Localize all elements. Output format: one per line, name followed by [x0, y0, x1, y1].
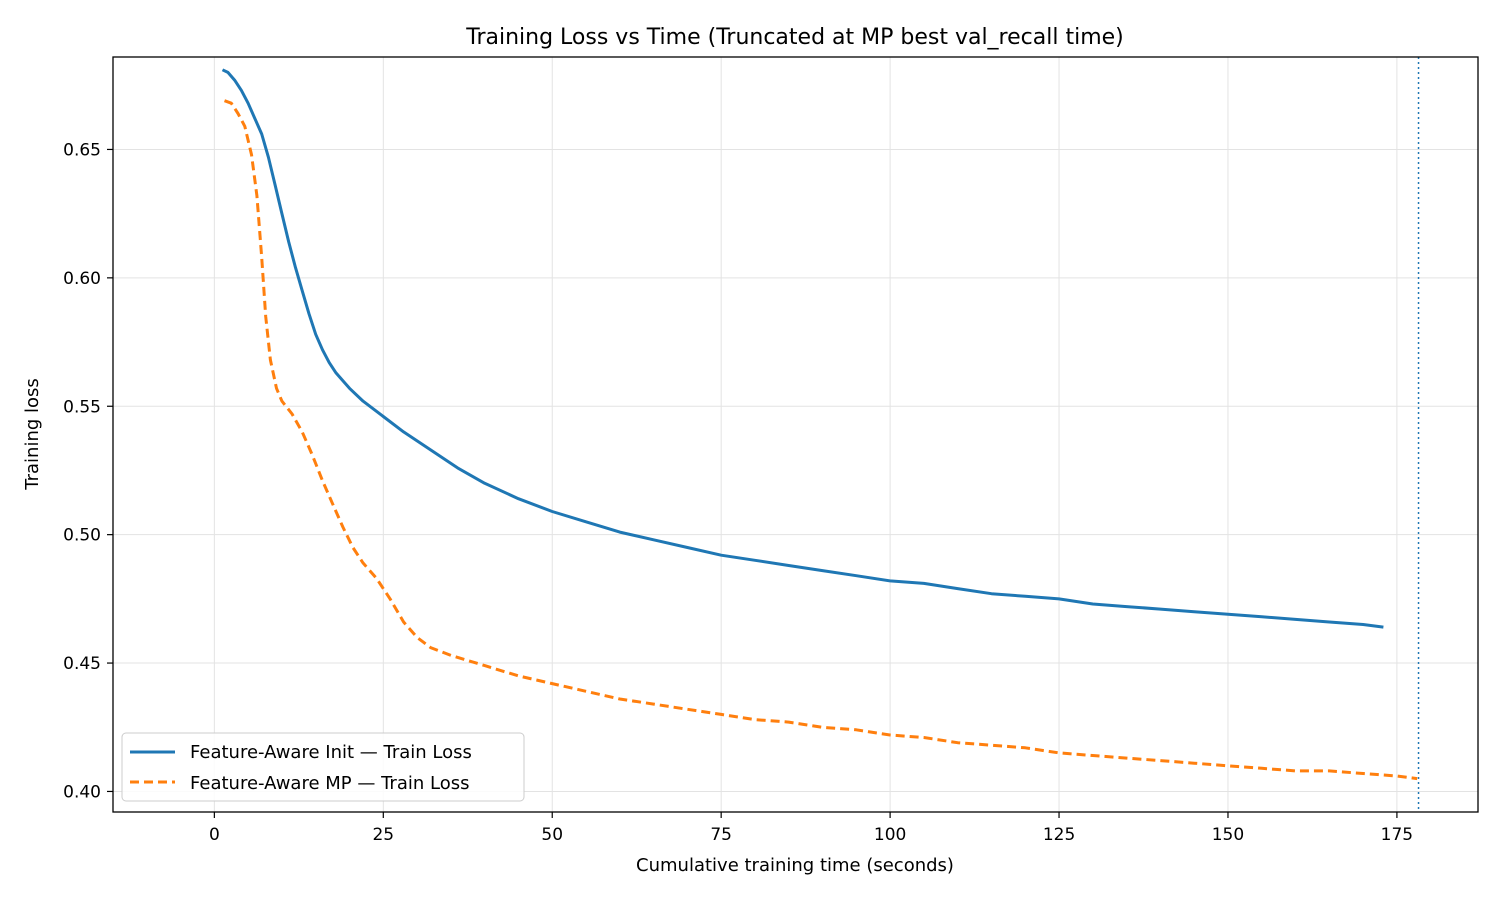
legend: Feature-Aware Init — Train Loss Feature-… — [121, 732, 525, 802]
x-tick-label: 75 — [710, 825, 732, 845]
x-tick-label: 25 — [372, 825, 394, 845]
legend-label-mp: Feature-Aware MP — Train Loss — [190, 773, 469, 794]
x-tick-label: 100 — [874, 825, 906, 845]
y-tick-label: 0.50 — [63, 526, 101, 546]
legend-label-init: Feature-Aware Init — Train Loss — [190, 742, 472, 763]
y-tick-label: 0.55 — [63, 397, 101, 417]
y-tick-label: 0.65 — [63, 140, 101, 160]
x-axis-ticks: 0 25 50 75 100 125 150 175 — [209, 812, 1413, 845]
grid-lines — [113, 57, 1478, 812]
x-tick-label: 150 — [1212, 825, 1244, 845]
x-axis-label: Cumulative training time (seconds) — [636, 855, 954, 876]
legend-box — [121, 732, 525, 802]
y-tick-label: 0.45 — [63, 654, 101, 674]
y-axis-label: Training loss — [22, 378, 43, 491]
chart-title: Training Loss vs Time (Truncated at MP b… — [465, 25, 1124, 50]
series-line-1 — [223, 99, 1418, 781]
x-tick-label: 125 — [1043, 825, 1075, 845]
y-tick-label: 0.60 — [63, 269, 101, 289]
y-tick-label: 0.40 — [63, 782, 101, 802]
x-tick-label: 0 — [209, 825, 220, 845]
x-tick-label: 175 — [1381, 825, 1413, 845]
series-layer — [221, 68, 1418, 781]
series-line-0 — [221, 68, 1384, 629]
x-tick-label: 50 — [541, 825, 563, 845]
plot-frame — [112, 56, 1479, 813]
y-axis-ticks: 0.40 0.45 0.50 0.55 0.60 0.65 — [63, 140, 113, 802]
